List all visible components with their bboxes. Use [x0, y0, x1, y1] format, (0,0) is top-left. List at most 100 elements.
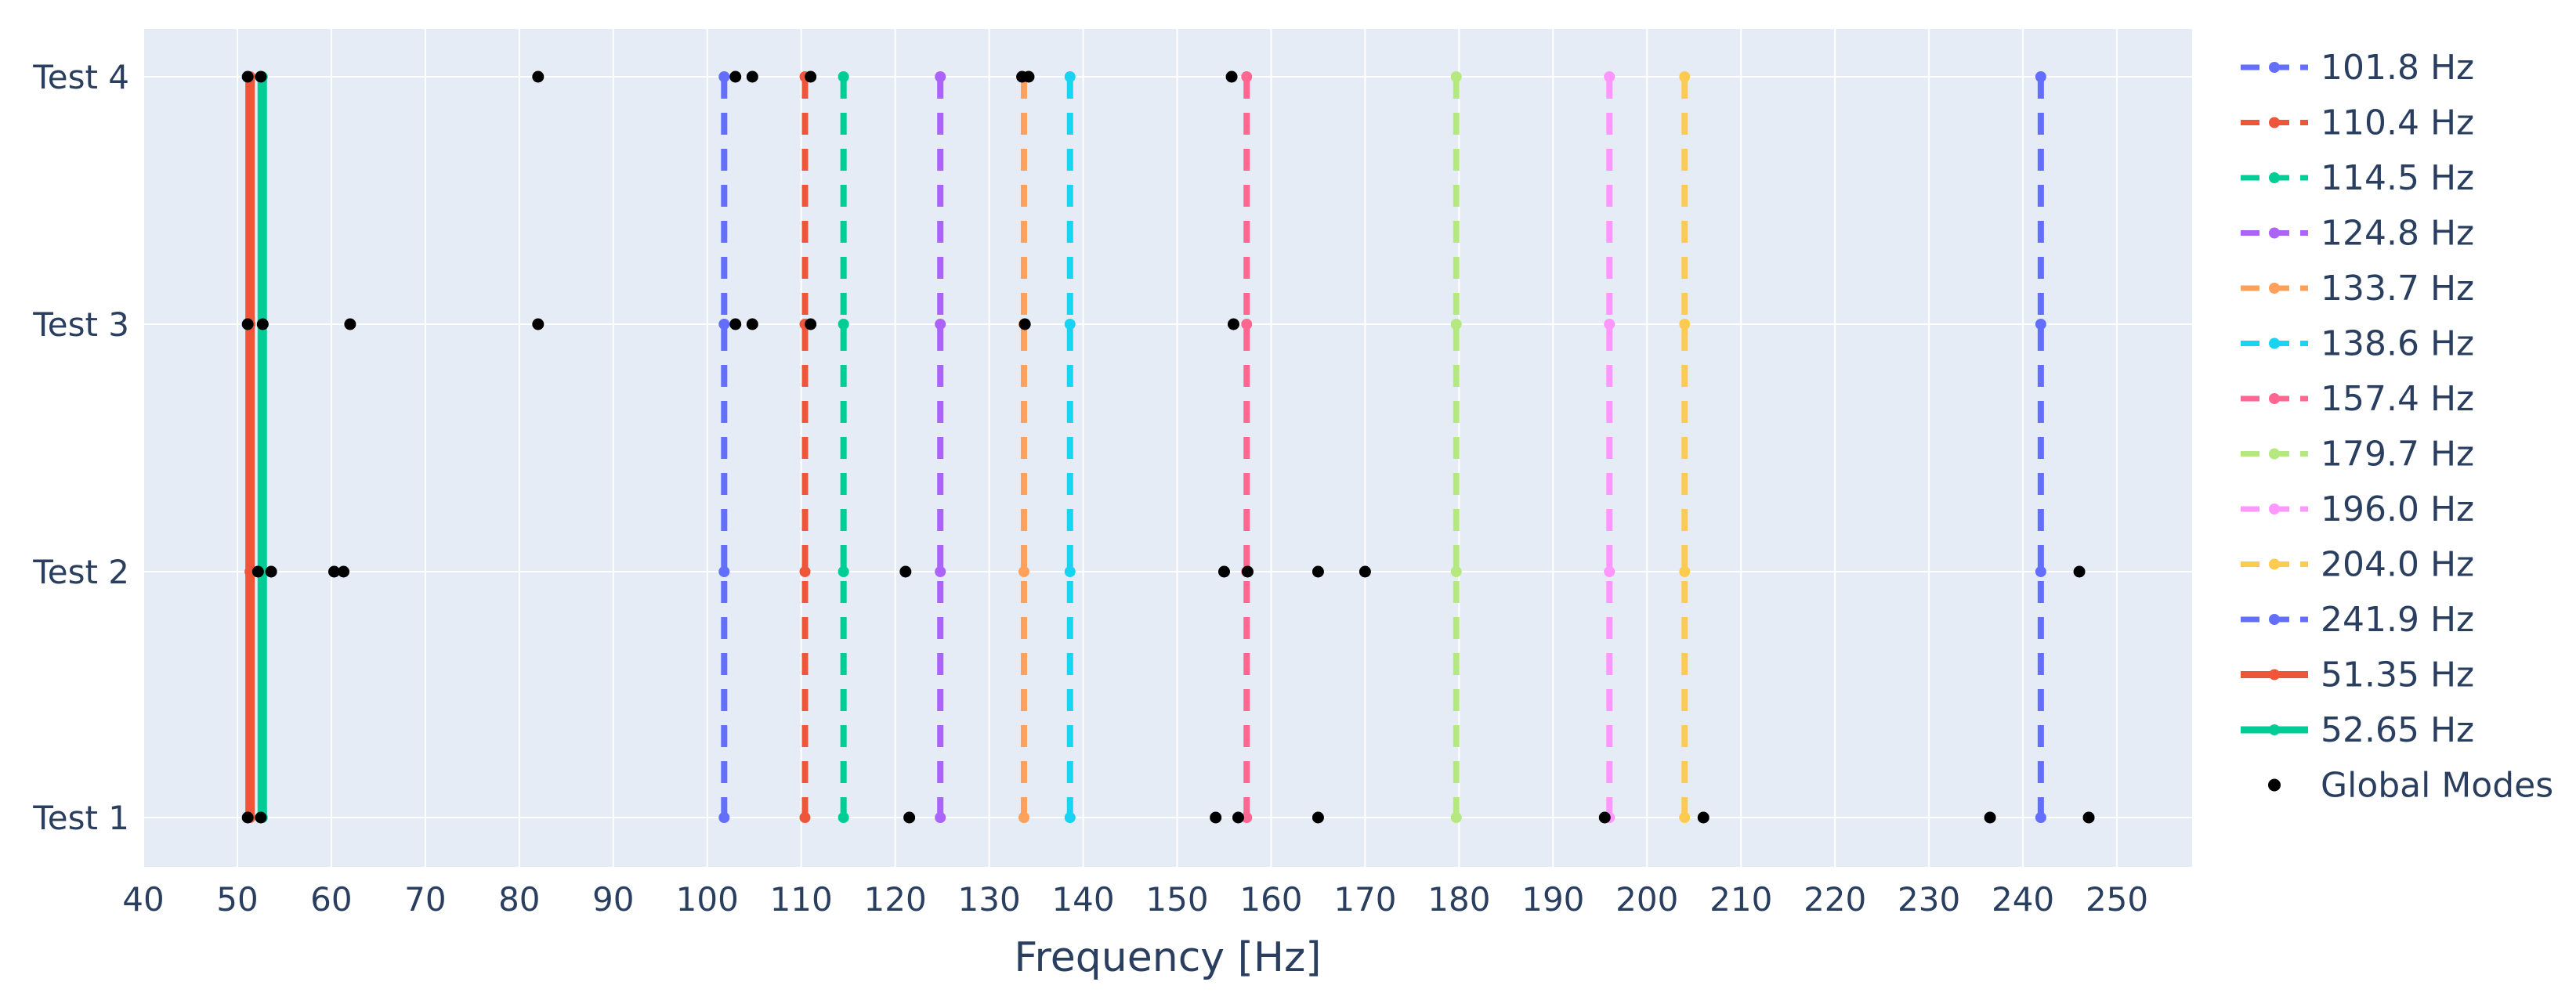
legend-item[interactable]: 52.65 Hz: [2241, 710, 2474, 750]
reference-line-marker: [718, 319, 730, 330]
reference-line-marker: [1450, 566, 1462, 577]
legend-marker: [2269, 724, 2280, 735]
legend-label: 179.7 Hz: [2321, 435, 2474, 475]
global-mode-point: [256, 318, 269, 330]
global-mode-point: [241, 811, 254, 824]
reference-line-marker: [1241, 812, 1253, 823]
y-tick-label: Test 1: [32, 799, 129, 837]
legend-item[interactable]: 101.8 Hz: [2241, 48, 2474, 88]
legend-marker: [2269, 448, 2280, 460]
global-mode-point: [241, 318, 254, 330]
reference-line-241-9-hz: [2035, 71, 2046, 823]
reference-line-marker: [935, 812, 946, 823]
legend-item[interactable]: Global Modes: [2268, 766, 2553, 806]
x-tick-label: 240: [1992, 880, 2054, 919]
reference-line-marker: [799, 566, 811, 577]
x-tick-label: 160: [1239, 880, 1302, 919]
global-mode-point: [1225, 70, 1238, 83]
x-tick-label: 210: [1709, 880, 1772, 919]
global-mode-point: [532, 70, 545, 83]
y-tick-label: Test 4: [32, 58, 129, 96]
global-mode-point: [2073, 565, 2086, 578]
reference-line-marker: [838, 812, 849, 823]
reference-line-marker: [799, 812, 811, 823]
reference-line-marker: [2035, 319, 2046, 330]
legend-item[interactable]: 179.7 Hz: [2241, 435, 2474, 475]
reference-line-marker: [1064, 566, 1076, 577]
legend-item[interactable]: 114.5 Hz: [2241, 158, 2474, 198]
x-tick-label: 80: [498, 880, 540, 919]
global-mode-point: [1018, 318, 1031, 330]
legend-item[interactable]: 133.7 Hz: [2241, 269, 2474, 309]
legend-item[interactable]: 138.6 Hz: [2241, 324, 2474, 364]
legend-label: 157.4 Hz: [2321, 379, 2474, 419]
reference-line-marker: [2035, 566, 2046, 577]
legend-label: 133.7 Hz: [2321, 269, 2474, 309]
legend-item[interactable]: 51.35 Hz: [2241, 655, 2474, 695]
legend-label: 124.8 Hz: [2321, 214, 2474, 254]
reference-line-marker: [935, 566, 946, 577]
reference-line-52-65-hz: [256, 71, 268, 823]
reference-line-marker: [838, 71, 849, 82]
x-tick-label: 90: [592, 880, 634, 919]
legend-marker: [2269, 338, 2280, 349]
y-axis-ticks: Test 1 Test 2 Test 3 Test 4: [32, 58, 129, 837]
legend[interactable]: 101.8 Hz 110.4 Hz 114.5 Hz 124.8 Hz 133.7 Hz…: [2241, 48, 2553, 806]
global-mode-point: [328, 565, 341, 578]
reference-line-marker: [1604, 71, 1615, 82]
global-mode-point: [1598, 811, 1611, 824]
reference-line-marker: [1018, 812, 1029, 823]
legend-label: 110.4 Hz: [2321, 103, 2474, 143]
reference-line-157-4-hz: [1241, 71, 1253, 823]
legend-item[interactable]: 196.0 Hz: [2241, 489, 2474, 529]
global-mode-point: [1022, 70, 1035, 83]
x-tick-label: 110: [770, 880, 833, 919]
reference-line-marker: [1679, 566, 1691, 577]
reference-line-marker: [1241, 71, 1253, 82]
global-mode-point: [903, 811, 916, 824]
legend-item[interactable]: 204.0 Hz: [2241, 545, 2474, 585]
reference-line-marker: [1679, 319, 1691, 330]
x-tick-label: 180: [1427, 880, 1490, 919]
reference-line-marker: [2035, 71, 2046, 82]
y-tick-label: Test 2: [32, 553, 129, 591]
global-mode-point: [746, 318, 758, 330]
legend-label: 52.65 Hz: [2321, 710, 2474, 750]
legend-item[interactable]: 157.4 Hz: [2241, 379, 2474, 419]
reference-line-marker: [1604, 566, 1615, 577]
x-tick-label: 150: [1145, 880, 1208, 919]
reference-line-marker: [935, 319, 946, 330]
x-tick-label: 70: [404, 880, 446, 919]
reference-line-marker: [244, 566, 256, 577]
global-mode-point: [1984, 811, 1996, 824]
reference-line-marker: [838, 319, 849, 330]
legend-marker: [2269, 172, 2280, 183]
reference-line-marker: [718, 812, 730, 823]
reference-line-marker: [935, 71, 946, 82]
global-mode-point: [1241, 565, 1254, 578]
x-axis-ticks: 40 50 60 70 80 90 100 110 120 130 140 150 160 170 180 1…: [122, 880, 2148, 919]
reference-line-marker: [1450, 812, 1462, 823]
reference-line-marker: [1450, 71, 1462, 82]
legend-label: 138.6 Hz: [2321, 324, 2474, 364]
global-mode-point: [265, 565, 277, 578]
legend-marker: [2269, 614, 2280, 625]
legend-item[interactable]: 124.8 Hz: [2241, 214, 2474, 254]
global-mode-point: [805, 70, 817, 83]
grid-lines: [143, 29, 2192, 867]
reference-lines: [244, 71, 2046, 823]
y-tick-label: Test 3: [32, 305, 129, 344]
legend-marker: [2268, 778, 2281, 792]
legend-marker: [2269, 504, 2280, 514]
x-tick-label: 190: [1521, 880, 1584, 919]
legend-item[interactable]: 241.9 Hz: [2241, 600, 2474, 640]
reference-line-marker: [1064, 71, 1076, 82]
reference-line-marker: [1018, 566, 1029, 577]
reference-line-124-8-hz: [935, 71, 946, 823]
x-tick-label: 60: [310, 880, 352, 919]
legend-item[interactable]: 110.4 Hz: [2241, 103, 2474, 143]
legend-label: 101.8 Hz: [2321, 48, 2474, 88]
legend-label: Global Modes: [2321, 766, 2553, 806]
x-tick-label: 250: [2086, 880, 2148, 919]
x-axis-title: Frequency [Hz]: [1014, 934, 1321, 981]
